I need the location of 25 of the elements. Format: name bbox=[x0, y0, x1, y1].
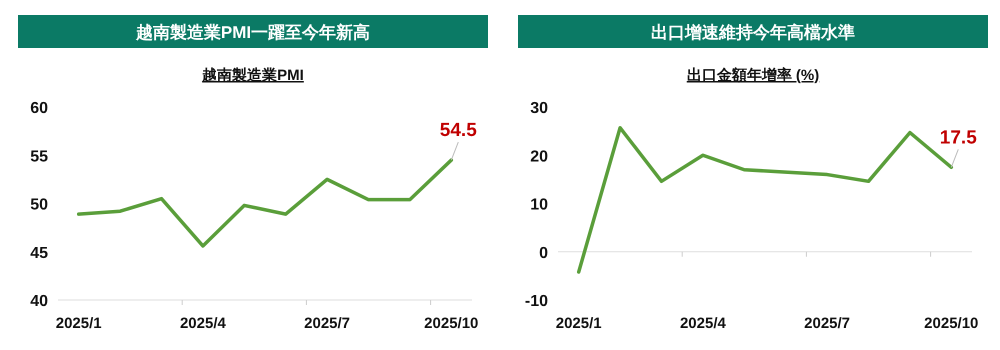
y-tick-label: 20 bbox=[530, 148, 548, 166]
x-tick-label: 2025/7 bbox=[804, 315, 850, 332]
x-tick-label: 2025/1 bbox=[56, 315, 102, 332]
chart-title: 越南製造業PMI一躍至今年新高 bbox=[134, 23, 370, 42]
line-series bbox=[76, 158, 454, 248]
y-tick-label: 55 bbox=[30, 148, 48, 166]
x-tick-label: 2025/1 bbox=[556, 315, 602, 332]
y-tick-label: 45 bbox=[30, 244, 48, 262]
chart-title: 出口增速維持今年高檔水準 bbox=[651, 23, 855, 42]
annotation: 17.5 bbox=[940, 127, 978, 148]
x-tick-label: 2025/4 bbox=[680, 315, 726, 332]
annotation: 54.5 bbox=[440, 120, 478, 142]
x-tick-label: 2025/10 bbox=[424, 315, 478, 332]
x-tick-label: 2025/4 bbox=[180, 315, 226, 332]
y-tick-label: 10 bbox=[530, 196, 548, 214]
y-tick-label: -10 bbox=[524, 293, 548, 310]
chart-subtitle: 越南製造業PMI bbox=[201, 67, 304, 84]
y-tick-label: 0 bbox=[539, 244, 548, 262]
y-tick-label: 40 bbox=[30, 293, 48, 310]
y-tick-label: 50 bbox=[30, 196, 48, 214]
x-tick-label: 2025/7 bbox=[304, 315, 350, 332]
y-tick-label: 30 bbox=[530, 100, 548, 117]
y-tick-label: 60 bbox=[30, 100, 48, 117]
chart-subtitle: 出口金額年增率 (%) bbox=[686, 66, 820, 84]
x-tick-label: 2025/10 bbox=[924, 315, 978, 332]
